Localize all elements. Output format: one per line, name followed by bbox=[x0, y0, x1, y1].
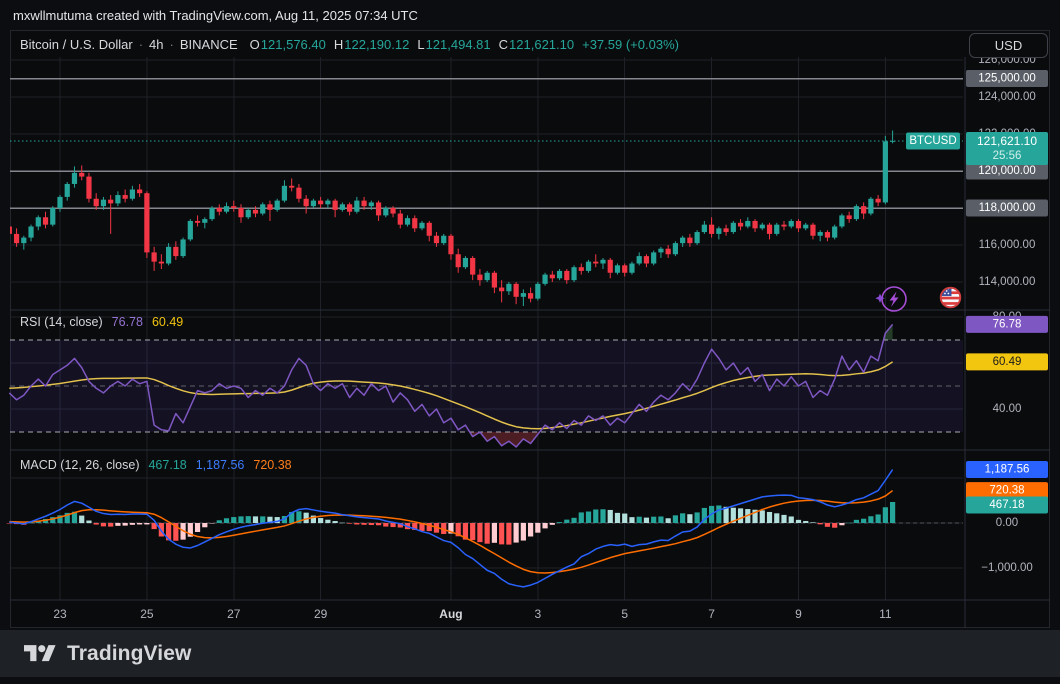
svg-text:0.00: 0.00 bbox=[996, 517, 1018, 529]
brand-name[interactable]: TradingView bbox=[67, 642, 191, 666]
macd-line-value: 1,187.56 bbox=[196, 458, 245, 472]
svg-text:467.18: 467.18 bbox=[989, 499, 1024, 511]
svg-text:23: 23 bbox=[53, 607, 67, 621]
svg-text:25: 25 bbox=[140, 607, 154, 621]
svg-text:Aug: Aug bbox=[439, 607, 462, 621]
svg-text:9: 9 bbox=[795, 607, 802, 621]
svg-text:76.78: 76.78 bbox=[993, 318, 1022, 330]
close-label: C bbox=[499, 37, 508, 52]
attribution-bar: mxwllmutuma created with TradingView.com… bbox=[0, 0, 1060, 30]
macd-hist-badge: 467.18 bbox=[966, 497, 1048, 514]
open-label: O bbox=[250, 37, 260, 52]
svg-text:60.49: 60.49 bbox=[993, 356, 1022, 368]
change-value: +37.59 (+0.03%) bbox=[582, 37, 679, 52]
svg-text:29: 29 bbox=[314, 607, 328, 621]
low-value: 121,494.81 bbox=[426, 37, 491, 52]
rsi-legend: RSI (14, close) 76.78 60.49 bbox=[20, 315, 183, 329]
macd-line-badge: 1,187.56 bbox=[966, 461, 1048, 478]
macd-title: MACD (12, 26, close) bbox=[20, 458, 139, 472]
rsi-ma-badge: 60.49 bbox=[966, 353, 1048, 370]
tradingview-logo-icon[interactable] bbox=[24, 641, 56, 667]
svg-text:3: 3 bbox=[534, 607, 541, 621]
svg-text:114,000.00: 114,000.00 bbox=[979, 276, 1036, 288]
svg-text:125,000.00: 125,000.00 bbox=[978, 73, 1036, 85]
legend-separator: · bbox=[170, 37, 174, 52]
rsi-value: 76.78 bbox=[112, 315, 143, 329]
close-value: 121,621.10 bbox=[509, 37, 574, 52]
symbol-legend: Bitcoin / U.S. Dollar · 4h · BINANCE O12… bbox=[12, 31, 679, 57]
high-label: H bbox=[334, 37, 343, 52]
rsi-ma-value: 60.49 bbox=[152, 315, 183, 329]
macd-signal-value: 720.38 bbox=[253, 458, 291, 472]
legend-separator: · bbox=[139, 37, 143, 52]
grid-horizontal bbox=[10, 60, 963, 568]
svg-text:−1,000.00: −1,000.00 bbox=[981, 562, 1032, 574]
macd-legend: MACD (12, 26, close) 467.18 1,187.56 720… bbox=[20, 458, 292, 472]
current-price-badge: BTCUSD 121,621.10 25:56 bbox=[906, 132, 1048, 165]
svg-text:121,621.10: 121,621.10 bbox=[977, 134, 1037, 148]
svg-text:27: 27 bbox=[227, 607, 241, 621]
time-axis[interactable]: 23 25 27 29 Aug 3 5 7 9 11 bbox=[53, 607, 892, 621]
svg-text:11: 11 bbox=[879, 607, 892, 621]
svg-text:7: 7 bbox=[708, 607, 715, 621]
ohlc-readout: O121,576.40 H122,190.12 L121,494.81 C121… bbox=[250, 37, 679, 52]
open-value: 121,576.40 bbox=[261, 37, 326, 52]
exchange-label: BINANCE bbox=[180, 37, 238, 52]
svg-text:126,000.00: 126,000.00 bbox=[978, 57, 1036, 66]
interval-label: 4h bbox=[149, 37, 163, 52]
svg-text:120,000.00: 120,000.00 bbox=[978, 165, 1036, 177]
macd-axis[interactable]: 0.00 −1,000.00 bbox=[981, 517, 1032, 574]
high-value: 122,190.12 bbox=[344, 37, 409, 52]
svg-text:40.00: 40.00 bbox=[993, 403, 1022, 415]
rsi-title: RSI (14, close) bbox=[20, 315, 103, 329]
svg-text:BTCUSD: BTCUSD bbox=[909, 135, 956, 147]
flash-icon bbox=[874, 283, 912, 315]
us-flag-icon bbox=[939, 286, 962, 309]
chart-canvas[interactable]: 126,000.00124,000.00122,000.00120,000.00… bbox=[0, 57, 1060, 628]
attribution-text: mxwllmutuma created with TradingView.com… bbox=[13, 8, 418, 23]
svg-text:124,000.00: 124,000.00 bbox=[978, 91, 1036, 103]
svg-text:116,000.00: 116,000.00 bbox=[979, 239, 1036, 251]
currency-unit-button[interactable]: USD bbox=[969, 33, 1048, 58]
svg-text:1,187.56: 1,187.56 bbox=[985, 464, 1030, 476]
price-level-lines bbox=[10, 79, 963, 209]
macd-hist-value: 467.18 bbox=[148, 458, 186, 472]
svg-text:118,000.00: 118,000.00 bbox=[979, 202, 1036, 214]
symbol-title: Bitcoin / U.S. Dollar bbox=[20, 37, 133, 52]
low-label: L bbox=[417, 37, 424, 52]
footer-bar: TradingView bbox=[0, 630, 1060, 677]
svg-text:720.38: 720.38 bbox=[989, 485, 1024, 497]
svg-text:5: 5 bbox=[621, 607, 628, 621]
svg-text:25:56: 25:56 bbox=[993, 150, 1022, 162]
rsi-value-badge: 76.78 bbox=[966, 316, 1048, 333]
